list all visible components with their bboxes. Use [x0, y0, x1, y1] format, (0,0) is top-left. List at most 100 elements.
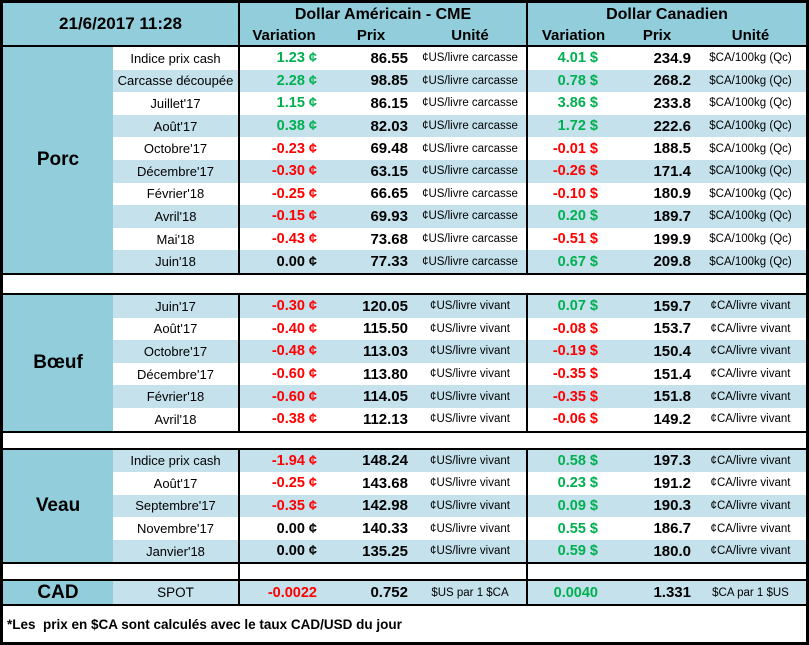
unit-ca-cell[interactable]: $CA/100kg (Qc) [709, 255, 792, 268]
price-us-cell[interactable]: 69.93 [370, 207, 408, 225]
price-ca-cell[interactable]: 151.8 [653, 388, 691, 406]
unit-us-cell[interactable]: ¢US/livre carcasse [422, 165, 518, 178]
unit-ca-cell[interactable]: $CA/100kg (Qc) [709, 52, 792, 65]
label-cell[interactable]: Août'17 [153, 118, 198, 134]
unit-ca-cell[interactable]: ¢CA/livre vivant [710, 522, 791, 535]
label-cell[interactable]: Janvier'18 [146, 543, 205, 559]
price-us-cell[interactable]: 148.24 [362, 452, 408, 470]
unit-ca-cell[interactable]: $CA/100kg (Qc) [709, 233, 792, 246]
cad-variation-ca-cell[interactable]: 0.0040 [526, 581, 619, 605]
unit-us-cell[interactable]: ¢US/livre vivant [430, 522, 510, 535]
cad-variation-us-cell[interactable]: -0.0022 [238, 581, 328, 605]
variation-us-cell[interactable]: -0.25 ¢ [238, 182, 328, 206]
variation-ca-cell[interactable]: 0.07 $ [526, 294, 619, 318]
unit-us-cell[interactable]: ¢US/livre carcasse [422, 210, 518, 223]
col-header-prix-ca[interactable]: Prix [642, 27, 672, 44]
label-cell[interactable]: Juin'18 [155, 254, 196, 270]
price-ca-cell[interactable]: 159.7 [653, 297, 691, 315]
unit-ca-cell[interactable]: ¢CA/livre vivant [710, 322, 791, 335]
unit-ca-cell[interactable]: ¢CA/livre vivant [710, 477, 791, 490]
label-cell[interactable]: Novembre'17 [137, 521, 214, 537]
price-ca-cell[interactable]: 199.9 [653, 230, 691, 248]
unit-us-cell[interactable]: ¢US/livre carcasse [422, 52, 518, 65]
variation-ca-cell[interactable]: 1.72 $ [526, 114, 619, 138]
variation-ca-cell[interactable]: 0.59 $ [526, 539, 619, 563]
variation-ca-cell[interactable]: 0.58 $ [526, 449, 619, 473]
unit-us-cell[interactable]: ¢US/livre carcasse [422, 255, 518, 268]
unit-us-cell[interactable]: ¢US/livre carcasse [422, 142, 518, 155]
cad-spot-label[interactable]: SPOT [157, 585, 194, 601]
label-cell[interactable]: Août'17 [153, 475, 198, 491]
cad-price-us-cell[interactable]: 0.752 [370, 584, 408, 602]
unit-us-cell[interactable]: ¢US/livre carcasse [422, 120, 518, 133]
label-cell[interactable]: Avril'18 [154, 411, 197, 427]
col-header-variation-us[interactable]: Variation [238, 26, 328, 45]
ca-group-header[interactable]: Dollar Canadien [526, 3, 806, 26]
unit-us-cell[interactable]: ¢US/livre vivant [430, 545, 510, 558]
variation-ca-cell[interactable]: -0.06 $ [526, 407, 619, 431]
price-ca-cell[interactable]: 188.5 [653, 140, 691, 158]
col-header-prix-us[interactable]: Prix [356, 27, 386, 44]
price-us-cell[interactable]: 115.50 [362, 320, 408, 338]
variation-ca-cell[interactable]: 0.20 $ [526, 205, 619, 228]
section-label-veau[interactable]: Veau [3, 449, 113, 563]
us-group-header[interactable]: Dollar Américain - CME [238, 3, 526, 26]
variation-us-cell[interactable]: 0.38 ¢ [238, 114, 328, 138]
price-us-cell[interactable]: 114.05 [362, 388, 408, 406]
variation-us-cell[interactable]: 1.15 ¢ [238, 92, 328, 115]
cad-price-ca-cell[interactable]: 1.331 [653, 584, 691, 602]
unit-ca-cell[interactable]: ¢CA/livre vivant [710, 545, 791, 558]
unit-ca-cell[interactable]: ¢CA/livre vivant [710, 454, 791, 467]
cad-unit-ca-cell[interactable]: $CA par 1 $US [712, 586, 789, 599]
variation-ca-cell[interactable]: -0.10 $ [526, 182, 619, 206]
price-ca-cell[interactable]: 153.7 [653, 320, 691, 338]
price-us-cell[interactable]: 113.03 [362, 342, 408, 360]
unit-ca-cell[interactable]: $CA/100kg (Qc) [709, 120, 792, 133]
price-ca-cell[interactable]: 268.2 [653, 72, 691, 90]
price-ca-cell[interactable]: 209.8 [653, 253, 691, 271]
label-cell[interactable]: Décembre'17 [137, 366, 214, 382]
datetime-cell[interactable]: 21/6/2017 11:28 [59, 14, 182, 33]
label-cell[interactable]: Février'18 [146, 389, 205, 405]
variation-ca-cell[interactable]: 0.67 $ [526, 250, 619, 273]
unit-ca-cell[interactable]: $CA/100kg (Qc) [709, 74, 792, 87]
price-us-cell[interactable]: 140.33 [362, 520, 408, 538]
label-cell[interactable]: Septembre'17 [135, 498, 216, 514]
variation-ca-cell[interactable]: 0.55 $ [526, 517, 619, 540]
unit-ca-cell[interactable]: $CA/100kg (Qc) [709, 165, 792, 178]
variation-ca-cell[interactable]: 0.78 $ [526, 69, 619, 93]
price-ca-cell[interactable]: 151.4 [653, 365, 691, 383]
variation-us-cell[interactable]: -0.25 ¢ [238, 472, 328, 495]
price-us-cell[interactable]: 86.15 [370, 94, 408, 112]
label-cell[interactable]: Octobre'17 [143, 141, 208, 157]
label-cell[interactable]: Août'17 [153, 321, 198, 337]
label-cell[interactable]: Juin'17 [155, 298, 196, 314]
unit-us-cell[interactable]: ¢US/livre vivant [430, 368, 510, 381]
unit-us-cell[interactable]: ¢US/livre vivant [430, 413, 510, 426]
variation-ca-cell[interactable]: -0.35 $ [526, 362, 619, 386]
unit-us-cell[interactable]: ¢US/livre carcasse [422, 74, 518, 87]
unit-us-cell[interactable]: ¢US/livre carcasse [422, 97, 518, 110]
price-ca-cell[interactable]: 150.4 [653, 342, 691, 360]
price-ca-cell[interactable]: 191.2 [653, 474, 691, 492]
price-ca-cell[interactable]: 171.4 [653, 162, 691, 180]
variation-us-cell[interactable]: -0.23 ¢ [238, 137, 328, 160]
variation-us-cell[interactable]: -0.60 ¢ [238, 385, 328, 408]
variation-ca-cell[interactable]: -0.08 $ [526, 317, 619, 341]
price-ca-cell[interactable]: 190.3 [653, 497, 691, 515]
variation-us-cell[interactable]: -0.15 ¢ [238, 205, 328, 228]
unit-us-cell[interactable]: ¢US/livre carcasse [422, 187, 518, 200]
variation-ca-cell[interactable]: 3.86 $ [526, 92, 619, 115]
unit-us-cell[interactable]: ¢US/livre vivant [430, 477, 510, 490]
variation-ca-cell[interactable]: -0.51 $ [526, 227, 619, 251]
unit-us-cell[interactable]: ¢US/livre vivant [430, 499, 510, 512]
unit-ca-cell[interactable]: ¢CA/livre vivant [710, 499, 791, 512]
price-us-cell[interactable]: 113.80 [362, 365, 408, 383]
variation-ca-cell[interactable]: 4.01 $ [526, 47, 619, 70]
variation-us-cell[interactable]: 0.00 ¢ [238, 517, 328, 540]
variation-us-cell[interactable]: 2.28 ¢ [238, 69, 328, 93]
label-cell[interactable]: Mai'18 [156, 231, 195, 247]
variation-us-cell[interactable]: -0.43 ¢ [238, 227, 328, 251]
price-ca-cell[interactable]: 180.9 [653, 185, 691, 203]
variation-ca-cell[interactable]: 0.23 $ [526, 472, 619, 495]
